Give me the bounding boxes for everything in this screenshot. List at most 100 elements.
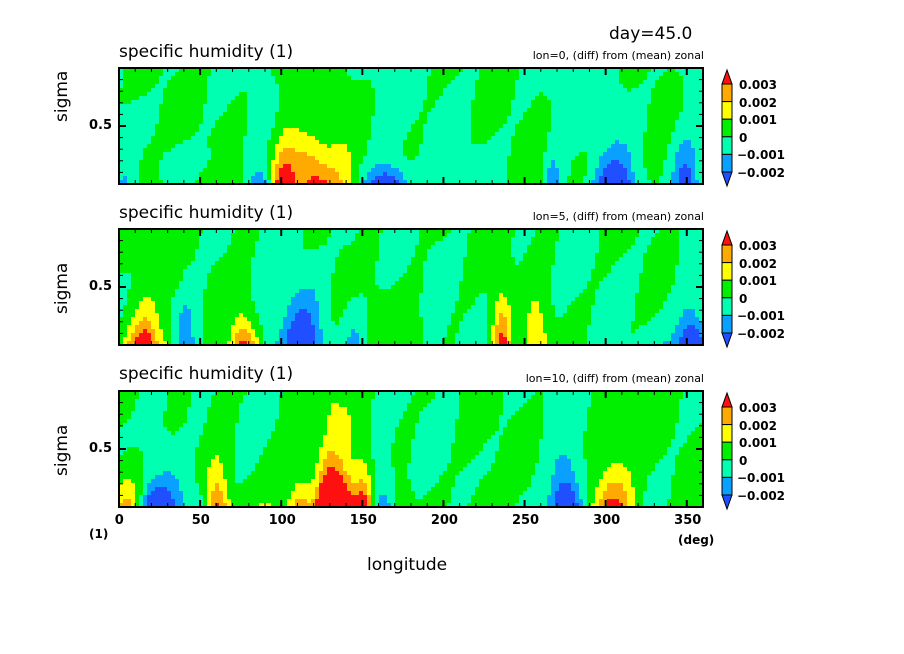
heatmap-cell <box>223 76 227 80</box>
heatmap-cell <box>471 68 475 72</box>
heatmap-cell <box>427 164 431 168</box>
heatmap-cell <box>463 136 467 140</box>
heatmap-cell <box>387 144 391 148</box>
heatmap-cell <box>619 148 623 152</box>
heatmap-cell <box>527 112 531 116</box>
heatmap-cell <box>179 172 183 176</box>
heatmap-cell <box>303 120 307 124</box>
heatmap-cell <box>471 168 475 172</box>
heatmap-cell <box>223 96 227 100</box>
heatmap-cell <box>627 96 631 100</box>
heatmap-cell <box>163 140 167 144</box>
heatmap-cell <box>607 172 611 176</box>
heatmap-cell <box>415 88 419 92</box>
heatmap-cell <box>207 124 211 128</box>
heatmap-cell <box>683 68 687 72</box>
heatmap-cell <box>599 136 603 140</box>
heatmap-cell <box>479 128 483 132</box>
heatmap-cell <box>391 108 395 112</box>
heatmap-cell <box>623 140 627 144</box>
heatmap-cell <box>475 84 479 88</box>
heatmap-cell <box>239 80 243 84</box>
heatmap-cell <box>119 68 123 72</box>
heatmap-cell <box>599 180 603 184</box>
heatmap-cell <box>371 80 375 84</box>
heatmap-cell <box>499 72 503 76</box>
heatmap-cell <box>195 84 199 88</box>
heatmap-cell <box>407 245 411 249</box>
heatmap-cell <box>491 100 495 104</box>
heatmap-cell <box>687 144 691 148</box>
heatmap-cell <box>539 100 543 104</box>
heatmap-cell <box>583 96 587 100</box>
heatmap-cell <box>435 136 439 140</box>
heatmap-cell <box>675 104 679 108</box>
heatmap-cell <box>335 84 339 88</box>
heatmap-cell <box>339 76 343 80</box>
heatmap-cell <box>375 80 379 84</box>
heatmap-cell <box>123 72 127 76</box>
heatmap-cell <box>139 229 143 233</box>
heatmap-cell <box>235 84 239 88</box>
heatmap-cell <box>299 140 303 144</box>
heatmap-cell <box>495 136 499 140</box>
heatmap-cell <box>607 72 611 76</box>
heatmap-cell <box>411 164 415 168</box>
heatmap-cell <box>219 128 223 132</box>
heatmap-cell <box>171 112 175 116</box>
heatmap-cell <box>171 124 175 128</box>
heatmap-cell <box>315 241 319 245</box>
heatmap-cell <box>435 152 439 156</box>
heatmap-cell <box>675 72 679 76</box>
heatmap-cell <box>503 72 507 76</box>
heatmap-cell <box>659 72 663 76</box>
heatmap-cell <box>379 164 383 168</box>
heatmap-cell <box>515 180 519 184</box>
heatmap-cell <box>639 176 643 180</box>
heatmap-cell <box>539 72 543 76</box>
heatmap-cell <box>699 80 703 84</box>
heatmap-cell <box>443 140 447 144</box>
heatmap-cell <box>183 128 187 132</box>
heatmap-cell <box>667 148 671 152</box>
heatmap-cell <box>231 76 235 80</box>
heatmap-cell <box>671 172 675 176</box>
heatmap-cell <box>139 120 143 124</box>
heatmap-cell <box>311 68 315 72</box>
heatmap-cell <box>391 156 395 160</box>
heatmap-cell <box>579 72 583 76</box>
heatmap-cell <box>395 136 399 140</box>
heatmap-cell <box>423 132 427 136</box>
heatmap-cell <box>599 80 603 84</box>
heatmap-cell <box>463 229 467 233</box>
heatmap-cell <box>619 120 623 124</box>
heatmap-cell <box>131 108 135 112</box>
heatmap-cell <box>655 76 659 80</box>
heatmap-cell <box>659 80 663 84</box>
heatmap-cell <box>499 120 503 124</box>
heatmap-cell <box>131 164 135 168</box>
heatmap-cell <box>539 116 543 120</box>
heatmap-cell <box>215 164 219 168</box>
heatmap-cell <box>639 229 643 233</box>
heatmap-cell <box>307 229 311 233</box>
heatmap-cell <box>419 176 423 180</box>
heatmap-cell <box>615 112 619 116</box>
heatmap-cell <box>539 241 543 245</box>
heatmap-cell <box>467 237 471 241</box>
heatmap-cell <box>211 237 215 241</box>
heatmap-cell <box>159 76 163 80</box>
heatmap-cell <box>411 168 415 172</box>
heatmap-cell <box>587 108 591 112</box>
heatmap-cell <box>311 116 315 120</box>
heatmap-cell <box>163 229 167 233</box>
heatmap-cell <box>287 100 291 104</box>
heatmap-cell <box>147 136 151 140</box>
heatmap-cell <box>599 72 603 76</box>
heatmap-cell <box>535 136 539 140</box>
heatmap-cell <box>155 104 159 108</box>
heatmap-cell <box>119 96 123 100</box>
heatmap-cell <box>311 92 315 96</box>
heatmap-cell <box>527 68 531 72</box>
heatmap-cell <box>243 180 247 184</box>
